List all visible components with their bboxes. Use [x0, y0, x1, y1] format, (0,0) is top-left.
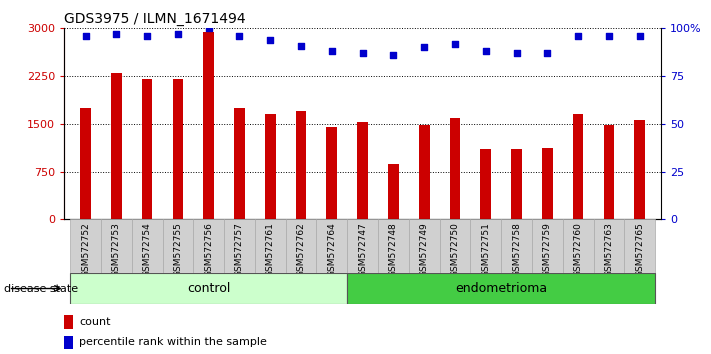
Bar: [409, 219, 439, 273]
Point: [326, 48, 338, 54]
Text: GSM572747: GSM572747: [358, 222, 367, 277]
Bar: [594, 219, 624, 273]
Bar: [265, 114, 276, 219]
Point: [80, 33, 91, 39]
Bar: [80, 108, 91, 219]
Text: GSM572751: GSM572751: [481, 222, 491, 277]
Bar: [141, 79, 152, 219]
Bar: [224, 219, 255, 273]
Text: GSM572755: GSM572755: [173, 222, 183, 277]
Text: GSM572761: GSM572761: [266, 222, 274, 277]
Text: GSM572749: GSM572749: [419, 222, 429, 277]
Text: GSM572752: GSM572752: [81, 222, 90, 277]
Point: [295, 43, 306, 48]
Point: [480, 48, 491, 54]
Point: [634, 33, 646, 39]
Point: [264, 37, 276, 42]
Text: GSM572762: GSM572762: [296, 222, 306, 277]
Point: [572, 33, 584, 39]
Text: GSM572765: GSM572765: [635, 222, 644, 277]
Bar: [286, 219, 316, 273]
Point: [542, 50, 553, 56]
Bar: [347, 219, 378, 273]
Bar: [604, 125, 614, 219]
Text: GSM572763: GSM572763: [604, 222, 614, 277]
Text: GSM572750: GSM572750: [451, 222, 459, 277]
Bar: [173, 79, 183, 219]
Bar: [70, 273, 347, 304]
Text: percentile rank within the sample: percentile rank within the sample: [79, 337, 267, 348]
Bar: [296, 111, 306, 219]
Bar: [132, 219, 163, 273]
Bar: [562, 219, 594, 273]
Text: GSM572759: GSM572759: [542, 222, 552, 277]
Text: GSM572764: GSM572764: [327, 222, 336, 277]
Bar: [347, 273, 655, 304]
Bar: [388, 164, 399, 219]
Text: control: control: [187, 282, 230, 295]
Point: [603, 33, 614, 39]
Bar: [471, 219, 501, 273]
Text: GSM572748: GSM572748: [389, 222, 398, 277]
Text: GSM572760: GSM572760: [574, 222, 582, 277]
Bar: [70, 219, 101, 273]
Point: [203, 25, 215, 31]
Bar: [542, 148, 552, 219]
Text: GSM572758: GSM572758: [512, 222, 521, 277]
Text: GSM572754: GSM572754: [143, 222, 151, 277]
Point: [141, 33, 153, 39]
Text: GSM572753: GSM572753: [112, 222, 121, 277]
Bar: [64, 336, 73, 349]
Bar: [532, 219, 562, 273]
Bar: [449, 118, 460, 219]
Text: disease state: disease state: [4, 284, 77, 293]
Bar: [501, 219, 532, 273]
Bar: [481, 149, 491, 219]
Point: [387, 52, 399, 58]
Bar: [101, 219, 132, 273]
Bar: [316, 219, 347, 273]
Bar: [163, 219, 193, 273]
Bar: [326, 127, 337, 219]
Bar: [419, 125, 429, 219]
Text: endometrioma: endometrioma: [455, 282, 547, 295]
Text: GDS3975 / ILMN_1671494: GDS3975 / ILMN_1671494: [64, 12, 245, 26]
Bar: [573, 114, 584, 219]
Bar: [193, 219, 224, 273]
Bar: [357, 122, 368, 219]
Text: GSM572757: GSM572757: [235, 222, 244, 277]
Point: [510, 50, 522, 56]
Bar: [234, 108, 245, 219]
Bar: [378, 219, 409, 273]
Text: GSM572756: GSM572756: [204, 222, 213, 277]
Point: [172, 31, 183, 37]
Point: [357, 50, 368, 56]
Point: [234, 33, 245, 39]
Bar: [111, 73, 122, 219]
Bar: [439, 219, 471, 273]
Bar: [64, 315, 73, 329]
Bar: [634, 120, 645, 219]
Bar: [511, 149, 522, 219]
Point: [449, 41, 461, 46]
Text: count: count: [79, 317, 110, 327]
Bar: [255, 219, 286, 273]
Bar: [624, 219, 655, 273]
Point: [111, 31, 122, 37]
Point: [419, 45, 430, 50]
Bar: [203, 32, 214, 219]
